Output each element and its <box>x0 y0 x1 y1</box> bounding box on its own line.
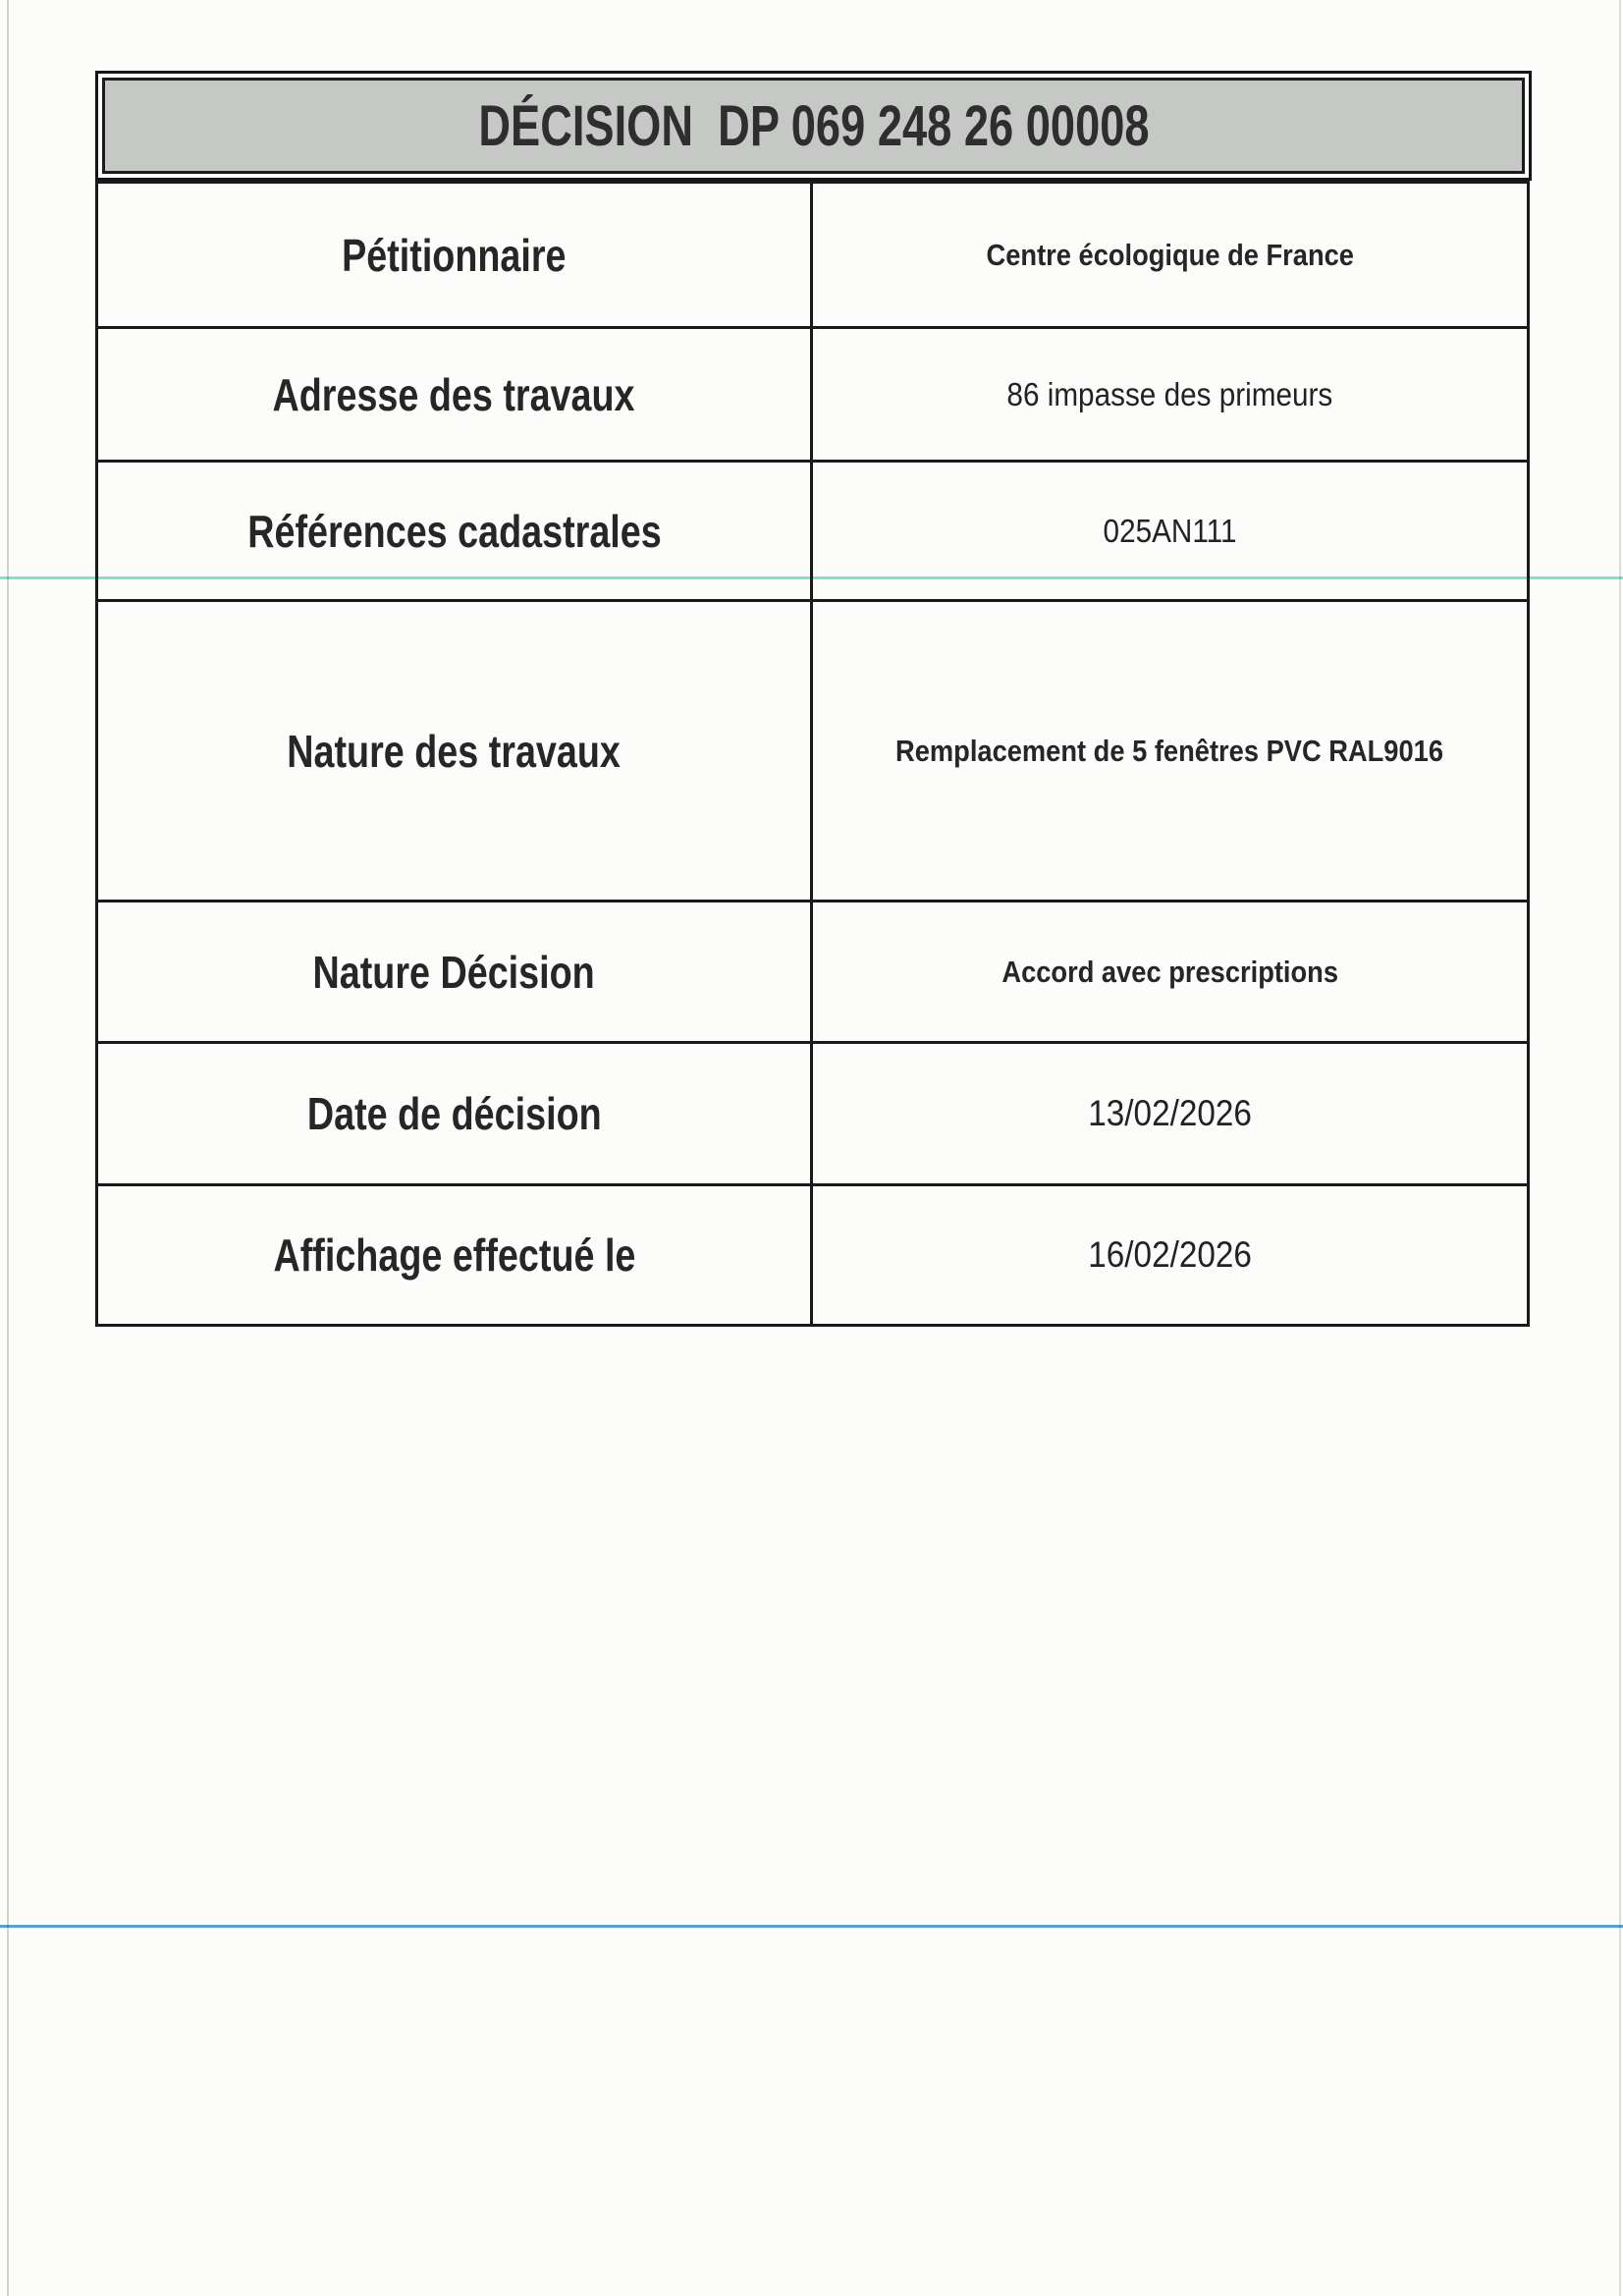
row-value-affichage-effectue-le: 16/02/2026 <box>813 1186 1527 1324</box>
row-value-date-de-decision: 13/02/2026 <box>813 1044 1527 1183</box>
scan-artifact-blue-line <box>0 1925 1623 1928</box>
row-label-date-de-decision: Date de décision <box>98 1044 810 1183</box>
row-value-adresse-des-travaux: 86 impasse des primeurs <box>813 329 1527 460</box>
scanner-edge-artifact-left <box>7 0 9 2296</box>
row-value-text: Accord avec prescriptions <box>1001 954 1338 989</box>
row-label-text: Adresse des travaux <box>272 368 636 420</box>
row-value-nature-des-travaux: Remplacement de 5 fenêtres PVC RAL9016 <box>813 602 1527 900</box>
row-value-text: 025AN111 <box>1103 512 1237 549</box>
row-label-text: Affichage effectué le <box>273 1230 635 1281</box>
row-label-petitionnaire: Pétitionnaire <box>98 184 810 326</box>
row-label-text: Date de décision <box>306 1088 602 1139</box>
row-label-text: Références cadastrales <box>246 505 662 557</box>
row-label-text: Pétitionnaire <box>342 229 567 281</box>
row-label-adresse-des-travaux: Adresse des travaux <box>98 329 810 460</box>
row-label-nature-des-travaux: Nature des travaux <box>98 602 810 900</box>
row-value-text: Remplacement de 5 fenêtres PVC RAL9016 <box>895 733 1444 768</box>
decision-title: DÉCISION DP 069 248 26 00008 <box>477 93 1150 158</box>
row-label-text: Nature Décision <box>312 946 596 998</box>
row-value-text: 16/02/2026 <box>1088 1234 1252 1275</box>
row-value-text: Centre écologique de France <box>986 237 1354 272</box>
row-label-nature-decision: Nature Décision <box>98 902 810 1041</box>
row-value-text: 86 impasse des primeurs <box>1006 375 1333 412</box>
row-value-nature-decision: Accord avec prescriptions <box>813 902 1527 1041</box>
decision-table: Pétitionnaire Centre écologique de Franc… <box>95 181 1530 1327</box>
row-value-text: 13/02/2026 <box>1088 1093 1252 1133</box>
scanner-edge-artifact-right <box>1619 0 1621 2296</box>
scan-artifact-cyan-line <box>0 576 1623 579</box>
row-label-text: Nature des travaux <box>287 725 622 777</box>
row-value-references-cadastrales: 025AN111 <box>813 463 1527 599</box>
row-value-petitionnaire: Centre écologique de France <box>813 184 1527 326</box>
row-label-affichage-effectue-le: Affichage effectué le <box>98 1186 810 1324</box>
row-label-references-cadastrales: Références cadastrales <box>98 463 810 599</box>
decision-header-banner: DÉCISION DP 069 248 26 00008 <box>95 71 1532 181</box>
